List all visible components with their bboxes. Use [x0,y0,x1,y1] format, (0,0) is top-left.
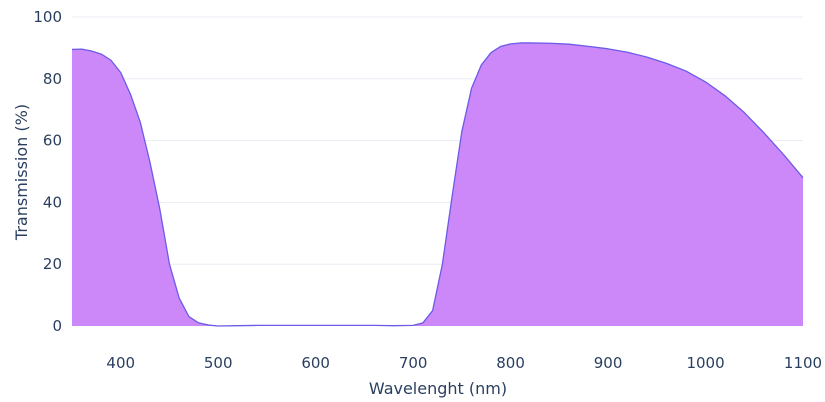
x-tick-label: 1100 [784,354,822,372]
x-tick-label: 800 [496,354,525,372]
y-tick-label: 60 [43,132,62,150]
y-tick-label: 20 [43,255,62,273]
x-axis-title: Wavelenght (nm) [369,379,507,398]
x-tick-label: 600 [301,354,330,372]
x-tick-label: 400 [106,354,135,372]
y-tick-label: 100 [33,8,62,26]
x-tick-label: 500 [204,354,233,372]
x-tick-label: 700 [399,354,428,372]
y-tick-label: 0 [52,317,62,335]
y-tick-label: 80 [43,70,62,88]
x-tick-label: 1000 [686,354,724,372]
y-axis-ticks: 0 20 40 60 80 100 [33,8,62,335]
y-axis-title: Transmission (%) [12,104,31,241]
x-axis-ticks: 400 500 600 700 800 900 1000 1100 [106,354,822,372]
transmission-area [72,42,803,327]
y-tick-label: 40 [43,193,62,211]
transmission-line [71,42,804,327]
x-tick-label: 900 [594,354,623,372]
